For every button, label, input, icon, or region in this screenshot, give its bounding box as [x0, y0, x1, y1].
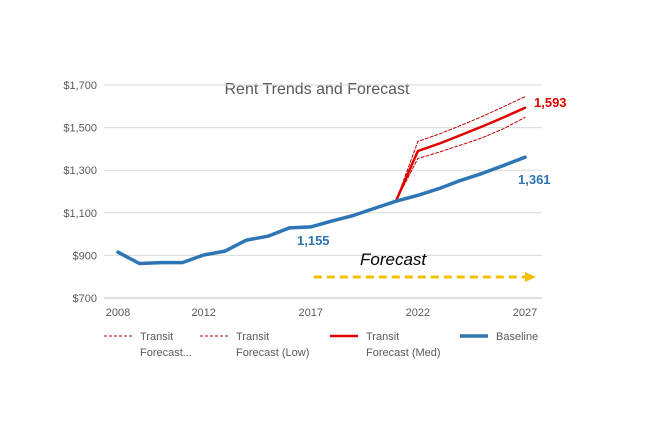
legend-label: Forecast (Med): [366, 347, 441, 359]
y-tick-label: $1,500: [63, 123, 97, 135]
legend: Transit Forecast... Transit Forecast (Low) T…: [104, 331, 538, 359]
y-tick-label: $1,700: [63, 80, 97, 92]
y-tick-label: $900: [73, 250, 97, 262]
forecast-arrow-head: [525, 272, 536, 282]
legend-label: Forecast (Low): [236, 347, 309, 359]
series-line-transit-forecast-low: [396, 116, 526, 201]
legend-label: Transit: [236, 331, 269, 343]
series-line-transit-forecast: [396, 96, 526, 201]
grid-lines: [104, 84, 542, 299]
legend-label: Baseline: [496, 331, 538, 343]
y-axis: $700 $900 $1,100 $1,300 $1,500 $1,700: [63, 80, 97, 305]
data-label-transit-med: 1,593: [534, 95, 567, 110]
series-line-baseline: [116, 155, 527, 266]
chart-title: Rent Trends and Forecast: [225, 81, 411, 98]
data-label-baseline-2021: 1,155: [297, 233, 330, 248]
x-tick-label: 2012: [191, 307, 215, 319]
data-labels: 1,593 1,361 1,155: [297, 95, 567, 248]
series-lines: [116, 96, 527, 266]
x-tick-label: 2017: [299, 307, 323, 319]
y-tick-label: $700: [73, 293, 97, 305]
legend-label: Transit: [140, 331, 173, 343]
data-label-baseline-end: 1,361: [518, 172, 551, 187]
x-tick-label: 2008: [106, 307, 130, 319]
legend-label: Transit: [366, 331, 399, 343]
y-tick-label: $1,300: [63, 165, 97, 177]
y-tick-label: $1,100: [63, 208, 97, 220]
x-tick-label: 2022: [406, 307, 430, 319]
forecast-label: Forecast: [360, 250, 427, 269]
legend-label: Forecast...: [140, 347, 192, 359]
series-line-transit-forecast-med: [395, 106, 527, 202]
x-tick-label: 2027: [513, 307, 537, 319]
x-axis: 2008 2012 2017 2022 2027: [106, 307, 537, 319]
forecast-annotation: Forecast: [313, 250, 536, 282]
